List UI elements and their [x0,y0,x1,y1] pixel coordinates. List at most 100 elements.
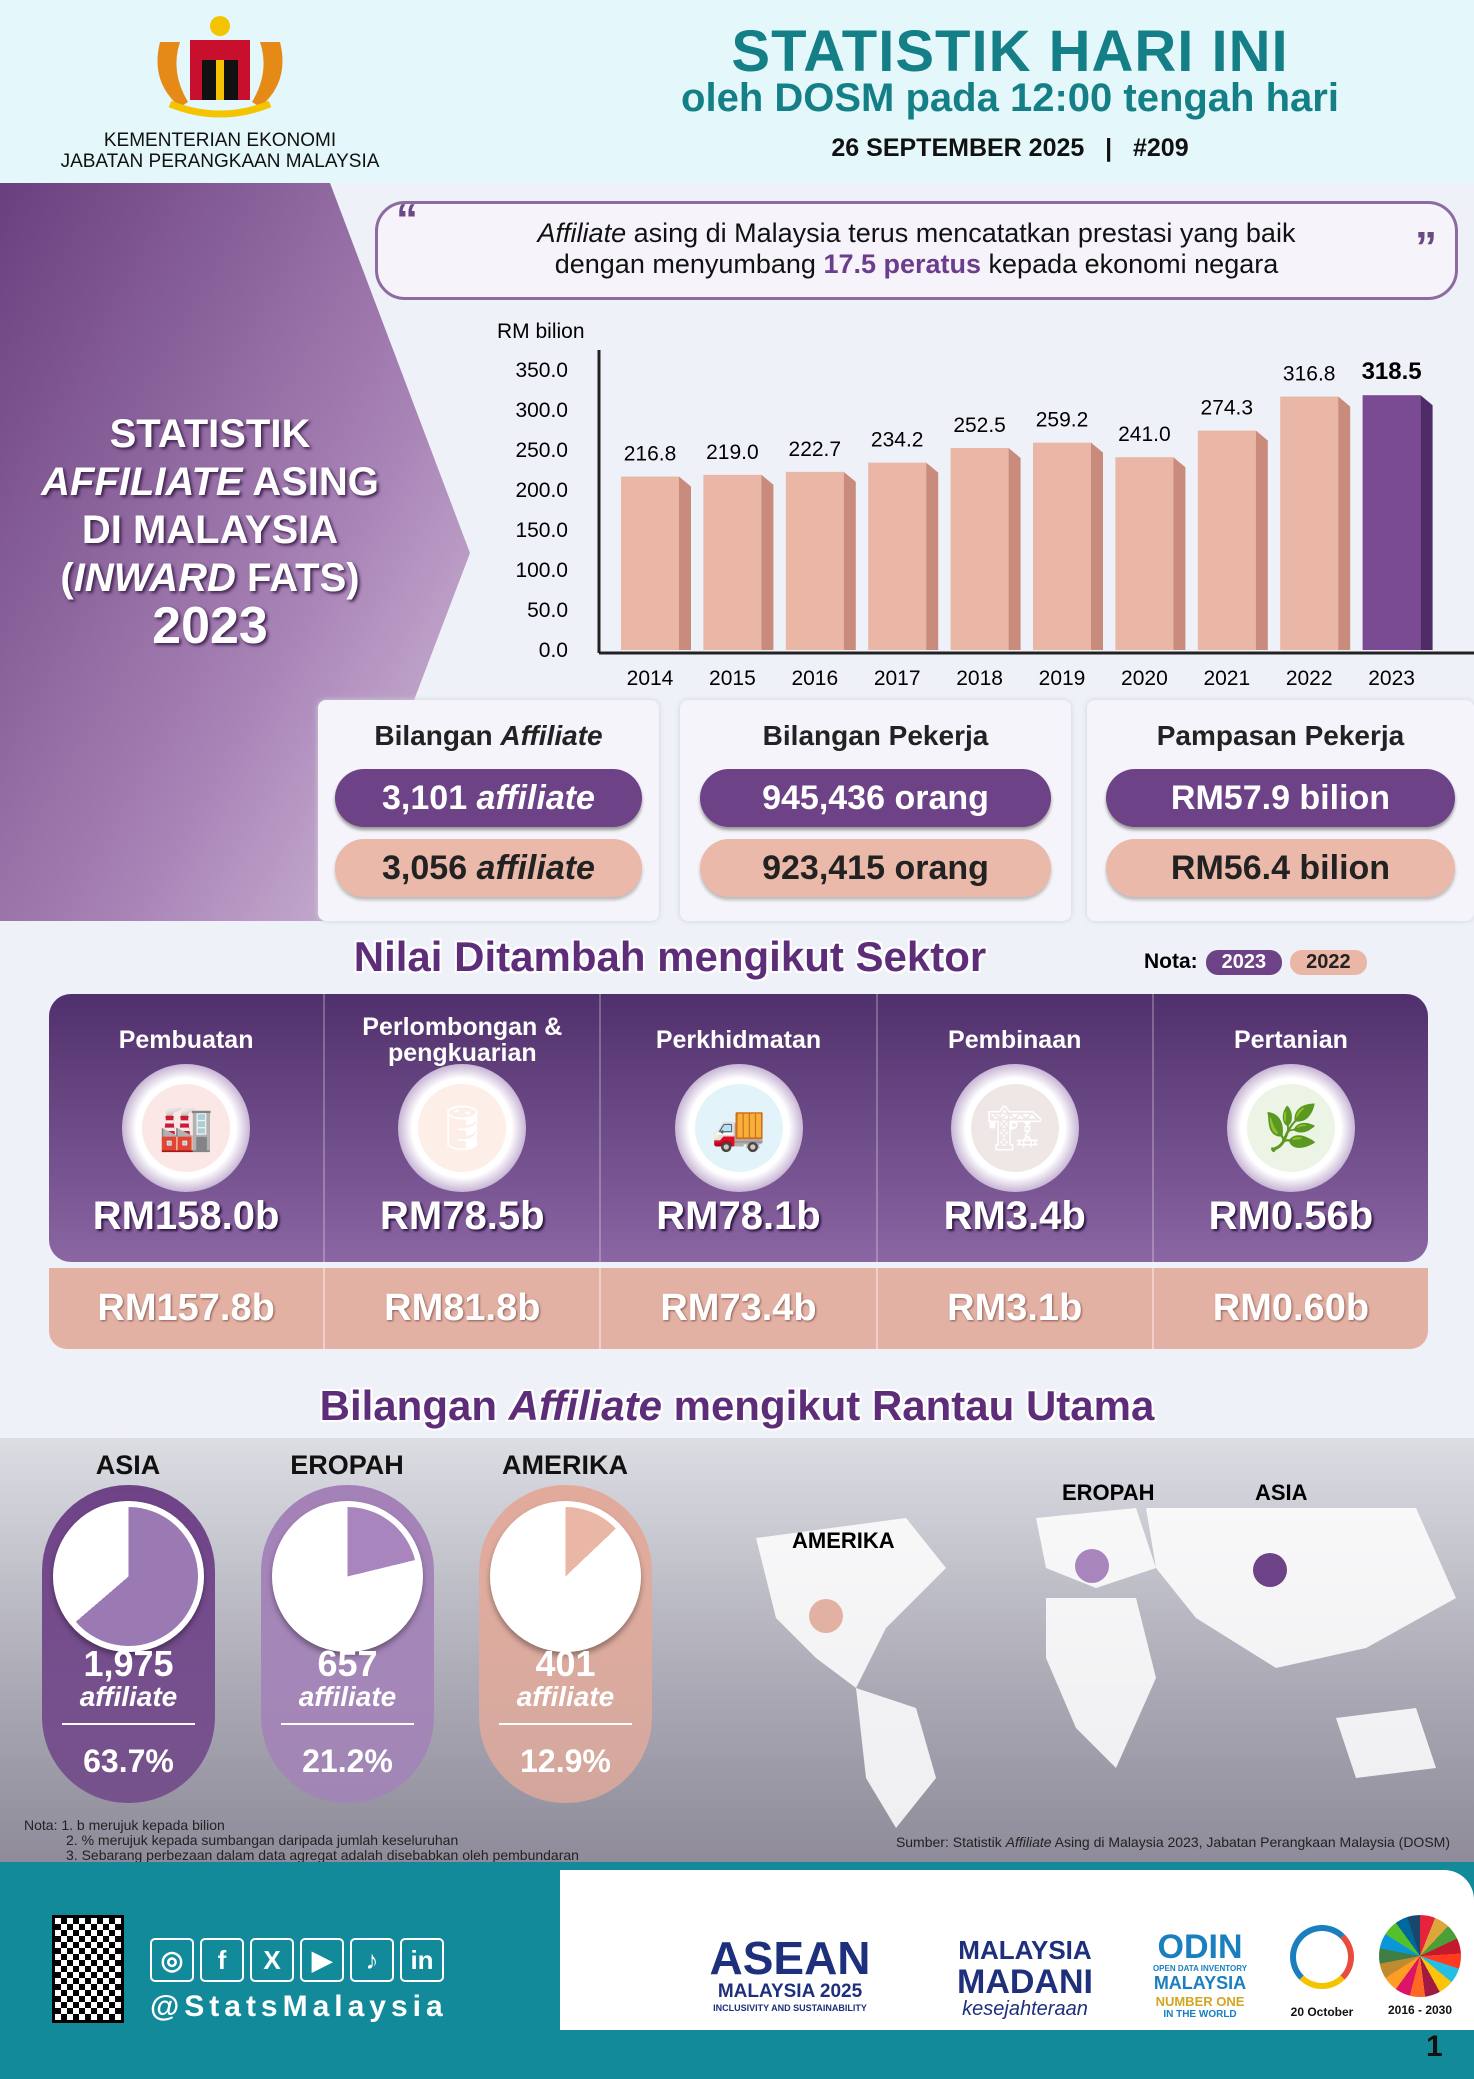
x-tick-label: 2019 [1039,667,1086,690]
data-label: 318.5 [1362,358,1422,385]
asean-logo: ASEAN MALAYSIA 2025 INCLUSIVITY AND SUSTAI… [680,1935,900,2013]
logo-text: MALAYSIA [958,1935,1092,1965]
x-icon[interactable]: X [250,1938,294,1982]
bar-side [679,476,691,650]
bar-2018 [950,448,1009,650]
source-text: Asing di Malaysia 2023, Jabatan Perangka… [1051,1834,1450,1850]
bar-side [1008,448,1021,650]
title-italic: INWARD [73,556,236,600]
region-unit: affiliate [298,1681,397,1712]
world-statistics-day-logo: 20 October [1272,1925,1372,2019]
title-line: DI MALAYSIA [81,508,339,552]
legend-2023: 2023 [1205,950,1283,975]
data-label: 234.2 [871,429,924,452]
linkedin-icon[interactable]: in [400,1938,444,1982]
social-handle[interactable]: @StatsMalaysia [150,1990,448,2023]
data-label: 216.8 [624,443,677,466]
data-label: 252.5 [953,414,1006,437]
logo-text: ODIN [1157,1928,1243,1966]
y-tick-label: 0.0 [539,639,568,662]
data-label: 219.0 [706,441,759,464]
note-line: 2. % merujuk kepada sumbangan daripada j… [66,1832,459,1848]
data-label: 274.3 [1201,397,1254,420]
malaysia-madani-logo: MALAYSIA MADANI kesejahteraan [925,1935,1125,2021]
region-label: EROPAH [290,1450,404,1480]
bar-side [926,462,939,650]
instagram-icon[interactable]: ◎ [150,1938,194,1982]
sector-value-2022: RM157.8b [49,1268,326,1349]
value-2022: 923,415 orang [699,839,1052,897]
value-number: 3,056 [382,849,477,887]
source-text: Sumber: Statistik [895,1834,1006,1850]
sector-panel-2022: RM157.8b RM81.8b RM73.4b RM3.1b RM0.60b [49,1268,1428,1349]
bar-2022 [1280,396,1339,650]
qr-code[interactable] [52,1915,124,2023]
card-title-text: Bilangan [374,720,501,751]
sector-2: Perkhidmatan 🚚 RM78.1b [601,994,878,1262]
sector-value-2023: RM0.56b [1208,1194,1374,1238]
title-text: Bilangan [319,1382,509,1429]
map-label-amerika: AMERIKA [792,1528,895,1553]
tiktok-icon[interactable]: ♪ [350,1938,394,1982]
data-label: 259.2 [1036,409,1089,432]
x-tick-label: 2018 [956,667,1003,690]
sector-label: Pertanian [1233,1026,1348,1054]
bar-2023 [1362,395,1421,650]
quote-line: dengan menyumbang 17.5 peratus kepada ek… [378,249,1455,280]
youtube-icon[interactable]: ▶ [300,1938,344,1982]
pie-chart-eropah [272,1501,423,1652]
sector-value-2023: RM78.1b [656,1194,821,1238]
quote-text: dengan menyumbang [554,249,824,279]
sector-label: Perkhidmatan [655,1026,822,1054]
card-title: Bilangan Affiliate [318,720,659,752]
pie-chart-amerika [490,1501,641,1652]
bar-2016 [785,471,844,650]
facebook-icon[interactable]: f [200,1938,244,1982]
malaysia-coat-of-arms-logo [157,16,283,118]
data-label: 316.8 [1283,363,1336,386]
x-tick-label: 2015 [709,667,756,690]
logo-text: 2016 - 2030 [1387,2003,1453,2017]
bar-side [1091,442,1103,650]
divider [281,1723,414,1725]
bar-side [843,471,856,650]
x-tick-label: 2020 [1121,667,1168,690]
map-label-eropah: EROPAH [1062,1480,1155,1505]
x-tick-label: 2023 [1368,667,1415,690]
y-tick-label: 350.0 [515,359,568,382]
sector-panel-2023: Pembuatan 🏭 RM158.0b Perlombongan & pengkua… [49,994,1428,1262]
y-tick-label: 100.0 [515,559,568,582]
region-count: 657 [317,1643,378,1684]
region-count: 401 [535,1643,596,1684]
region-count: 1,975 [83,1643,174,1684]
legend-2022: 2022 [1290,950,1367,975]
source-italic: Affiliate [1005,1834,1052,1850]
logo-text: MALAYSIA [1153,1973,1247,1993]
open-quote-icon: “ [396,195,418,244]
sector-value-2022: RM73.4b [601,1268,878,1349]
region-card-amerika: 401 affiliate 12.9% [479,1485,652,1803]
logo-text: MALAYSIA 2025 [717,1981,863,2002]
sector-value-2022: RM0.60b [1212,1287,1370,1329]
bar-2017 [868,462,927,650]
card-affiliate-count: Bilangan Affiliate 3,101 affiliate 3,056… [318,700,659,921]
card-employees: Bilangan Pekerja 945,436 orang 923,415 o… [680,700,1071,921]
bar-chart: RM bilion 0.0 50.0 100.0 150.0 200.0 250.0 300.… [497,320,1474,690]
region-background: AMERIKA EROPAH ASIA [0,1438,1474,1862]
legend: Nota: 2023 2022 [1144,950,1367,975]
logo-text: ASEAN [709,1932,871,1984]
title-text: mengikut Rantau Utama [661,1382,1155,1429]
divider [499,1723,632,1725]
region-unit: affiliate [79,1681,178,1712]
title-line: STATISTIK [109,412,311,456]
bar-side [761,474,774,650]
department-line: JABATAN PERANGKAAN MALAYSIA [60,151,380,172]
sector-value-2022: RM3.1b [878,1268,1154,1349]
logo-text: NUMBER ONE [1155,1994,1245,2009]
bar-2021 [1197,430,1256,650]
y-axis-label: RM bilion [497,320,585,343]
logo-text: OPEN DATA INVENTORY [1152,1964,1248,1973]
x-tick-label: 2021 [1203,667,1250,690]
value-unit: affiliate [476,779,595,817]
ministry-line: KEMENTERIAN EKONOMI [103,130,337,151]
